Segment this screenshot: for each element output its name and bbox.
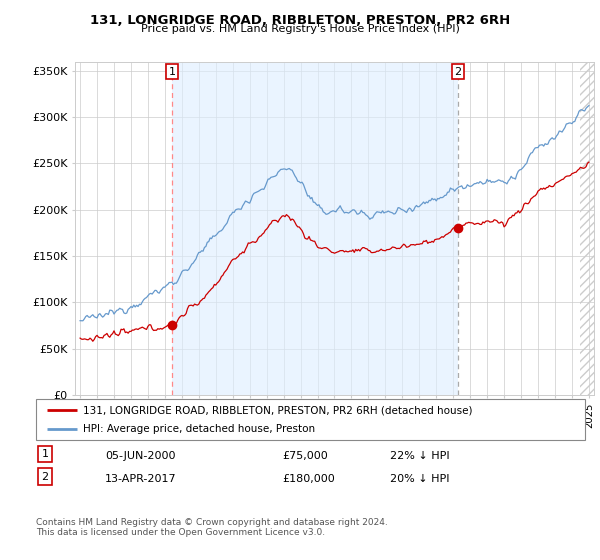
Text: HPI: Average price, detached house, Preston: HPI: Average price, detached house, Pres… bbox=[83, 424, 315, 433]
Text: 1: 1 bbox=[41, 449, 49, 459]
Text: 131, LONGRIDGE ROAD, RIBBLETON, PRESTON, PR2 6RH: 131, LONGRIDGE ROAD, RIBBLETON, PRESTON,… bbox=[90, 14, 510, 27]
Text: 05-JUN-2000: 05-JUN-2000 bbox=[105, 451, 176, 461]
Text: 13-APR-2017: 13-APR-2017 bbox=[105, 474, 176, 484]
Text: 1: 1 bbox=[169, 67, 176, 77]
Text: 2: 2 bbox=[41, 472, 49, 482]
Bar bbox=[172, 62, 458, 395]
Text: 131, LONGRIDGE ROAD, RIBBLETON, PRESTON, PR2 6RH (detached house): 131, LONGRIDGE ROAD, RIBBLETON, PRESTON,… bbox=[83, 405, 472, 415]
Text: £75,000: £75,000 bbox=[282, 451, 328, 461]
Text: 20% ↓ HPI: 20% ↓ HPI bbox=[390, 474, 449, 484]
Text: 2: 2 bbox=[454, 67, 461, 77]
Bar bbox=[580, 62, 594, 395]
Text: 22% ↓ HPI: 22% ↓ HPI bbox=[390, 451, 449, 461]
Text: Contains HM Land Registry data © Crown copyright and database right 2024.
This d: Contains HM Land Registry data © Crown c… bbox=[36, 518, 388, 538]
Text: £180,000: £180,000 bbox=[282, 474, 335, 484]
FancyBboxPatch shape bbox=[36, 399, 585, 440]
Text: Price paid vs. HM Land Registry's House Price Index (HPI): Price paid vs. HM Land Registry's House … bbox=[140, 24, 460, 34]
